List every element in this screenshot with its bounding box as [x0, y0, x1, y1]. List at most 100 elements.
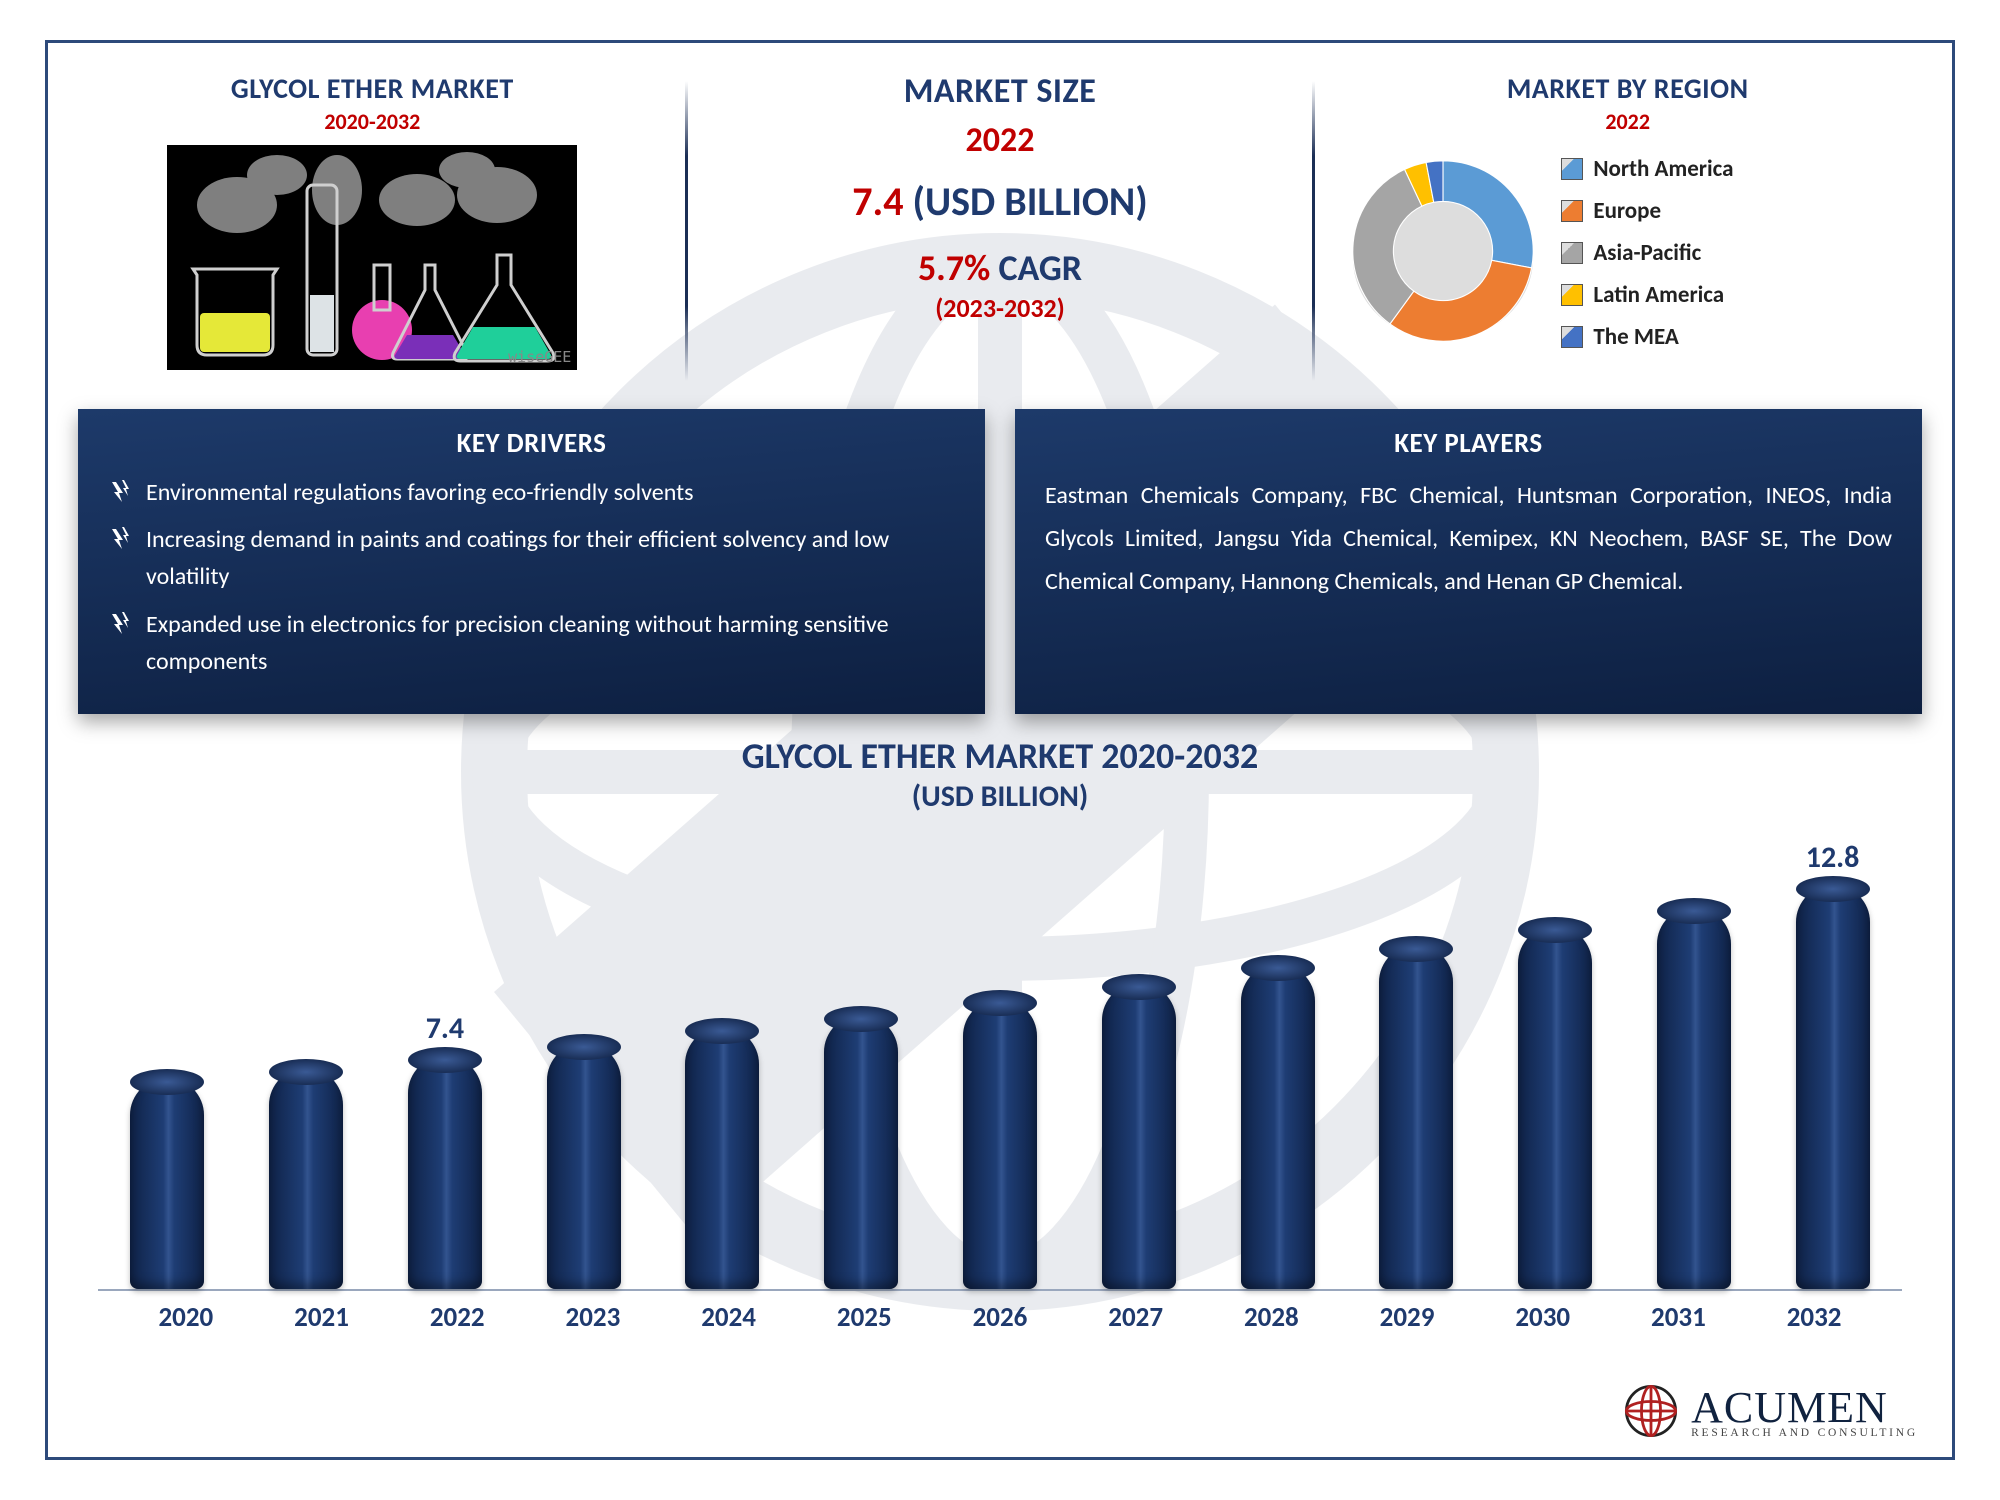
driver-item: Increasing demand in paints and coatings… [108, 521, 955, 595]
bar-wrap [1094, 983, 1183, 1289]
bar [1241, 964, 1315, 1289]
bar [963, 999, 1037, 1289]
x-tick-label: 2025 [821, 1301, 907, 1334]
panel-drivers: KEY DRIVERS Environmental regulations fa… [78, 409, 985, 714]
col-market-size: MARKET SIZE 2022 7.4 (USD BILLION) 5.7% … [706, 71, 1295, 401]
bar-wrap: 12.8 [1788, 885, 1877, 1289]
spark-icon [108, 478, 132, 502]
legend-swatch [1561, 326, 1583, 348]
legend-item: Latin America [1561, 281, 1922, 309]
bar [408, 1056, 482, 1289]
bar [130, 1078, 204, 1289]
col-market-image: GLYCOL ETHER MARKET 2020-2032 [78, 71, 667, 401]
ms-cagr-period: (2023-2032) [706, 292, 1295, 324]
players-title: KEY PLAYERS [1045, 427, 1892, 460]
players-text: Eastman Chemicals Company, FBC Chemical,… [1045, 474, 1892, 604]
bar-value-label: 7.4 [426, 1010, 464, 1047]
bar-wrap [1649, 907, 1738, 1289]
ms-value-num: 7.4 [852, 177, 903, 226]
ms-cagr-label: CAGR [998, 246, 1082, 290]
drivers-title: KEY DRIVERS [108, 427, 955, 460]
ms-value: 7.4 (USD BILLION) [706, 177, 1295, 226]
ms-title: MARKET SIZE [706, 71, 1295, 112]
panel-players: KEY PLAYERS Eastman Chemicals Company, F… [1015, 409, 1922, 714]
bar-wrap: 7.4 [401, 1056, 490, 1289]
x-tick-label: 2026 [957, 1301, 1043, 1334]
ms-cagr-pct: 5.7% [918, 246, 990, 290]
legend-label: North America [1593, 155, 1733, 183]
globe-icon [1623, 1383, 1679, 1439]
divider-right [1312, 81, 1315, 381]
legend-item: Asia-Pacific [1561, 239, 1922, 267]
x-tick-label: 2022 [414, 1301, 500, 1334]
x-tick-label: 2023 [550, 1301, 636, 1334]
bar-wrap [678, 1027, 767, 1289]
bar-wrap [1372, 945, 1461, 1289]
bar-wrap [956, 999, 1045, 1289]
drivers-list: Environmental regulations favoring eco-f… [108, 474, 955, 680]
legend-label: The MEA [1593, 323, 1679, 351]
bar-wrap [1511, 926, 1600, 1289]
driver-text: Increasing demand in paints and coatings… [146, 521, 955, 595]
region-title: MARKET BY REGION [1333, 71, 1922, 106]
x-tick-label: 2020 [143, 1301, 229, 1334]
legend-item: North America [1561, 155, 1922, 183]
ms-year: 2022 [706, 120, 1295, 161]
ms-cagr: 5.7% CAGR [706, 246, 1295, 290]
x-tick-label: 2021 [279, 1301, 365, 1334]
bar-wrap [539, 1043, 628, 1289]
left-title: GLYCOL ETHER MARKET [78, 71, 667, 106]
legend-item: Europe [1561, 197, 1922, 225]
infographic-frame: GLYCOL ETHER MARKET 2020-2032 [45, 40, 1955, 1460]
legend-swatch [1561, 200, 1583, 222]
bar [1657, 907, 1731, 1289]
info-panels: KEY DRIVERS Environmental regulations fa… [78, 409, 1922, 714]
region-legend: North America Europe Asia-Pacific Latin Ame… [1561, 141, 1922, 365]
ms-value-unit: (USD BILLION) [913, 177, 1148, 226]
x-tick-label: 2027 [1093, 1301, 1179, 1334]
chart-title-block: GLYCOL ETHER MARKET 2020-2032 (USD BILLI… [78, 734, 1922, 815]
bar-chart: 7.4 12.8 [98, 821, 1902, 1291]
bar [1102, 983, 1176, 1289]
driver-item: Expanded use in electronics for precisio… [108, 606, 955, 680]
x-tick-label: 2029 [1364, 1301, 1450, 1334]
chart-subtitle: (USD BILLION) [78, 778, 1922, 815]
bar [1796, 885, 1870, 1289]
bar [685, 1027, 759, 1289]
legend-swatch [1561, 242, 1583, 264]
divider-left [685, 81, 688, 381]
x-tick-label: 2032 [1771, 1301, 1857, 1334]
x-tick-label: 2030 [1500, 1301, 1586, 1334]
legend-label: Europe [1593, 197, 1661, 225]
bar [1379, 945, 1453, 1289]
bar [1518, 926, 1592, 1289]
bar [269, 1068, 343, 1289]
bar-wrap [817, 1015, 906, 1289]
region-chart-wrap: North America Europe Asia-Pacific Latin Ame… [1333, 141, 1922, 365]
chart-title: GLYCOL ETHER MARKET 2020-2032 [78, 734, 1922, 778]
x-tick-label: 2028 [1229, 1301, 1315, 1334]
legend-swatch [1561, 284, 1583, 306]
brand-tagline: RESEARCH AND CONSULTING [1691, 1427, 1918, 1439]
driver-text: Environmental regulations favoring eco-f… [146, 474, 694, 511]
bar-wrap [123, 1078, 212, 1289]
donut-chart [1333, 141, 1553, 361]
bar-chart-xlabels: 2020 2021 2022 2023 2024 2025 2026 2027 2028 2029… [98, 1291, 1902, 1334]
image-credit: wiseGEE [508, 348, 571, 366]
flask-image: wiseGEE [167, 145, 577, 370]
col-region: MARKET BY REGION 2022 North AmericaEurop… [1333, 71, 1922, 401]
brand-name: ACUMEN [1691, 1382, 1918, 1433]
bar-wrap [262, 1068, 351, 1289]
driver-text: Expanded use in electronics for precisio… [146, 606, 955, 680]
spark-icon [108, 610, 132, 634]
spark-icon [108, 525, 132, 549]
legend-label: Latin America [1593, 281, 1724, 309]
x-tick-label: 2031 [1636, 1301, 1722, 1334]
x-tick-label: 2024 [686, 1301, 772, 1334]
top-row: GLYCOL ETHER MARKET 2020-2032 [78, 71, 1922, 401]
legend-label: Asia-Pacific [1593, 239, 1701, 267]
legend-item: The MEA [1561, 323, 1922, 351]
bar-wrap [1233, 964, 1322, 1289]
driver-item: Environmental regulations favoring eco-f… [108, 474, 955, 511]
brand-text: ACUMEN RESEARCH AND CONSULTING [1691, 1382, 1918, 1439]
